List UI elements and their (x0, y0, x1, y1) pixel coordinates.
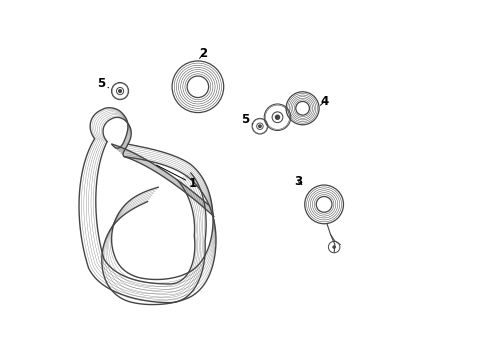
Circle shape (275, 115, 279, 119)
Text: 2: 2 (199, 47, 207, 60)
Text: 1: 1 (156, 165, 196, 190)
Circle shape (258, 125, 261, 127)
Circle shape (332, 245, 335, 249)
Text: 3: 3 (294, 175, 302, 188)
Text: 5: 5 (241, 113, 252, 126)
Text: 5: 5 (97, 77, 108, 90)
Circle shape (119, 90, 121, 93)
Text: 4: 4 (319, 95, 327, 108)
